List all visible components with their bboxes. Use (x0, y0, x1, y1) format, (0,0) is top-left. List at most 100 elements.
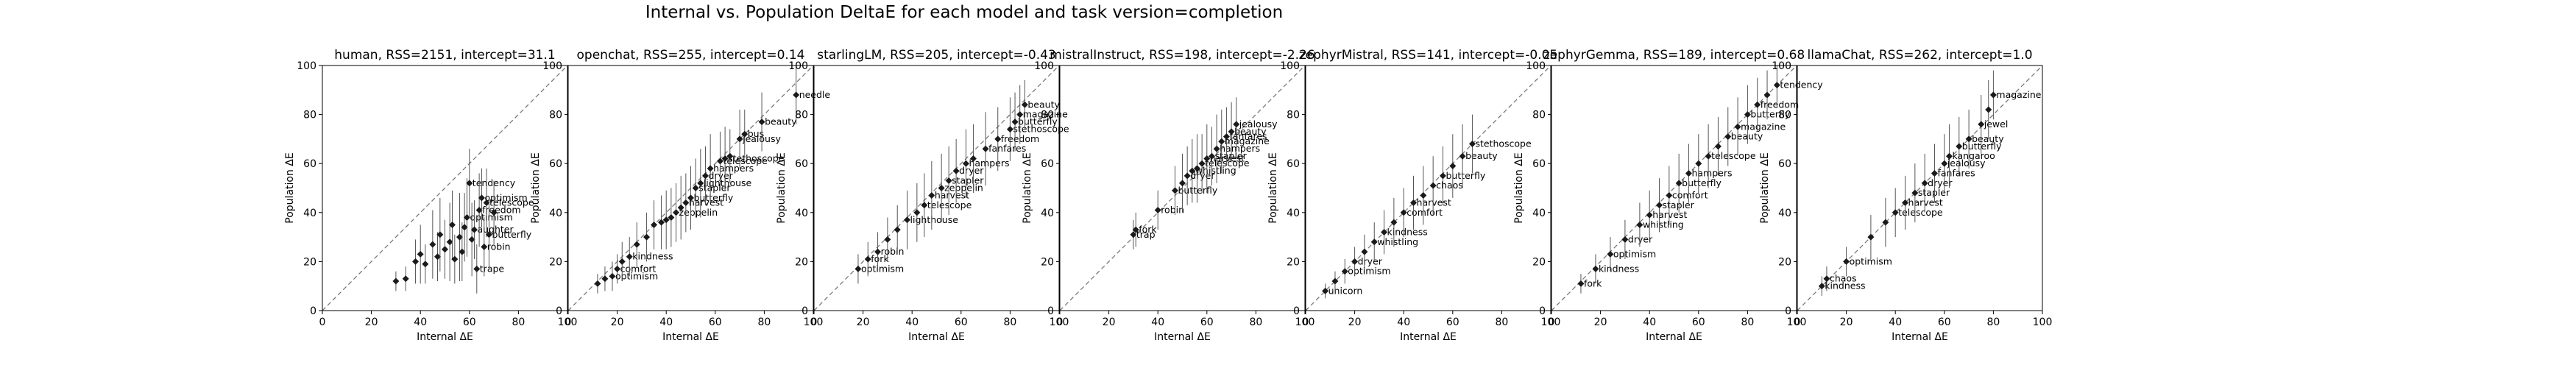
data-point (1724, 133, 1732, 141)
data-point (448, 221, 456, 228)
y-tick-label: 40 (1778, 208, 1791, 219)
data-point (1233, 121, 1240, 128)
axes-frame (1059, 65, 1306, 311)
point-label: jewel (1984, 118, 2009, 130)
y-tick-label: 40 (1532, 208, 1546, 219)
data-point (1218, 138, 1225, 145)
data-point (874, 248, 882, 255)
data-point (1892, 209, 1899, 216)
data-point (697, 180, 704, 187)
data-point (938, 185, 945, 191)
y-tick-label: 40 (549, 208, 562, 219)
x-tick-label: 60 (1200, 316, 1214, 328)
point-label: comfort (620, 263, 657, 274)
point-label: telescope (1205, 158, 1250, 169)
data-point (446, 238, 453, 246)
point-label: butterfly (1018, 116, 1058, 127)
x-axis-label: Internal ΔE (1892, 331, 1948, 343)
data-point (1132, 226, 1139, 233)
data-point (1429, 182, 1437, 189)
point-label: robin (881, 246, 905, 257)
reference-line (322, 65, 568, 311)
y-tick-label: 60 (1532, 158, 1546, 170)
point-label: lighthouse (910, 214, 959, 225)
axes-frame (1551, 65, 1797, 311)
panel-title: zephyrMistral, RSS=141, intercept=-0.05 (1299, 48, 1557, 63)
data-point (1744, 111, 1751, 118)
y-tick-label: 80 (1041, 110, 1054, 121)
x-tick-label: 80 (512, 316, 525, 328)
data-point (1439, 172, 1446, 180)
point-label: kindness (632, 251, 673, 262)
data-point (442, 246, 448, 253)
point-label: jealousy (1239, 118, 1278, 130)
x-axis-label: Internal ΔE (1400, 331, 1457, 343)
axes-frame (1797, 65, 2043, 311)
x-tick-label: 0 (1057, 316, 1064, 328)
data-point (1208, 152, 1215, 160)
point-label: dryer (1358, 255, 1383, 266)
data-point (1714, 143, 1722, 150)
point-label: trape (480, 263, 505, 274)
data-point (1021, 101, 1028, 108)
data-point (417, 250, 424, 258)
point-label: comfort (1672, 189, 1708, 200)
point-label: robin (487, 241, 511, 252)
y-tick-label: 100 (1034, 60, 1054, 72)
data-point (707, 165, 714, 172)
point-label: telescope (723, 155, 768, 166)
point-label: tendency (1780, 79, 1823, 91)
point-label: trap (1136, 229, 1156, 240)
data-point (451, 255, 459, 263)
point-label: dryer (1628, 233, 1653, 244)
point-label: telescope (1898, 207, 1943, 218)
point-label: jealousy (1947, 158, 1986, 169)
y-tick-label: 80 (549, 110, 562, 121)
data-point (687, 194, 694, 202)
data-point (1818, 283, 1825, 290)
panel-title: mistralInstruct, RSS=198, intercept=-2.2… (1050, 48, 1314, 63)
data-point (459, 248, 466, 255)
point-label: robin (1161, 204, 1184, 215)
point-label: magazine (1023, 109, 1068, 120)
y-axis-label: Population ΔE (1022, 152, 1033, 223)
y-axis-label: Population ΔE (1759, 152, 1771, 223)
panel-title: openchat, RSS=255, intercept=0.14 (577, 48, 805, 63)
point-label: kindness (1387, 226, 1428, 237)
data-point (658, 219, 665, 226)
y-tick-label: 60 (549, 158, 562, 170)
x-tick-label: 80 (1741, 316, 1754, 328)
point-label: dryer (959, 165, 984, 176)
data-point (473, 265, 481, 272)
data-point (1331, 277, 1339, 285)
data-point (1656, 202, 1663, 209)
point-label: stethoscope (1475, 138, 1532, 149)
data-point (1882, 219, 1889, 226)
point-label: kangaroo (1952, 150, 1995, 161)
point-label: fork (1584, 277, 1602, 289)
data-point (1636, 221, 1643, 228)
point-label: magazine (1741, 121, 1786, 132)
data-point (412, 258, 420, 265)
x-tick-label: 40 (1889, 316, 1902, 328)
axes-frame (1305, 65, 1551, 311)
data-point (601, 275, 609, 283)
data-point (466, 180, 473, 187)
data-point (1823, 275, 1830, 283)
data-point (662, 216, 670, 224)
y-axis-label: Population ΔE (530, 152, 542, 223)
data-point (483, 199, 490, 206)
x-tick-label: 40 (1397, 316, 1410, 328)
data-point (758, 118, 765, 126)
data-point (1370, 238, 1378, 246)
chart-panel-6: llamaChat, RSS=262, intercept=1.0 0 20 40 60… (1759, 48, 2052, 343)
x-axis-label: Internal ΔE (1646, 331, 1702, 343)
x-axis-label: Internal ΔE (1154, 331, 1211, 343)
point-label: stapler (952, 175, 984, 186)
point-label: whistling (1377, 236, 1418, 247)
data-point (1222, 133, 1230, 141)
y-tick-label: 80 (303, 110, 316, 121)
point-label: butterfly (1446, 170, 1485, 181)
point-label: beauty (1972, 133, 2004, 144)
